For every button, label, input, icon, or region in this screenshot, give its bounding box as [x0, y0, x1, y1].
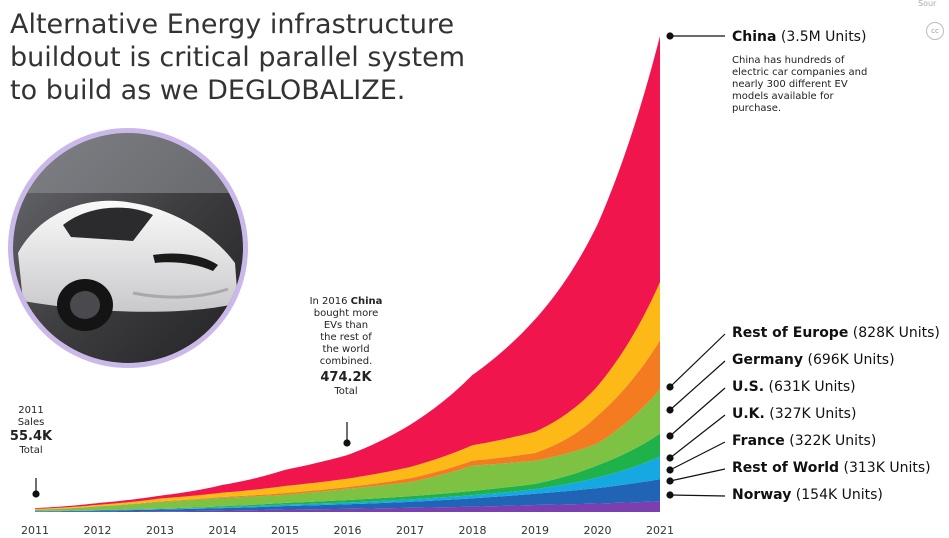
pointer-dot-rest-of-europe	[666, 383, 674, 391]
label-name: Germany	[732, 352, 804, 368]
label-name: Rest of Europe	[732, 325, 849, 341]
pointer-line-norway	[669, 494, 726, 497]
label-france: France (322K Units)	[732, 433, 877, 449]
pointer-line-uk	[669, 414, 726, 459]
annotation-2016: In 2016 China bought more EVs than the r…	[300, 296, 392, 398]
pin-dot-2016	[343, 439, 351, 447]
annotation-text: bought more	[313, 308, 379, 319]
pointer-dot-us	[666, 432, 674, 440]
label-value: 828K Units	[858, 325, 935, 341]
area-rest-of-world	[35, 479, 660, 512]
annotation-text: combined.	[319, 356, 373, 367]
annotation-2016-total: Total	[334, 386, 358, 397]
label-value: 631K Units	[774, 379, 851, 395]
title-line: to build as we DEGLOBALIZE.	[10, 75, 406, 106]
pointer-line-us	[669, 387, 726, 437]
x-tick-label: 2018	[459, 524, 487, 537]
x-tick-label: 2017	[396, 524, 424, 537]
annotation-2011: 2011 Sales 55.4K Total	[6, 405, 56, 457]
x-tick-label: 2012	[84, 524, 112, 537]
label-rest-of-world: Rest of World (313K Units)	[732, 460, 931, 476]
area-rest-of-europe	[35, 282, 660, 510]
area-china	[35, 36, 660, 509]
label-germany: Germany (696K Units)	[732, 352, 895, 368]
annotation-text: the rest of	[320, 332, 372, 343]
annotation-2011-sales: Sales	[17, 417, 45, 428]
label-value: 327K Units	[774, 406, 851, 422]
annotation-text-china: China	[350, 296, 383, 307]
label-china-value: 3.5M Units	[786, 29, 861, 45]
pointer-dot-norway	[666, 491, 674, 499]
title-line: Alternative Energy infrastructure	[10, 9, 455, 40]
label-uk: U.K. (327K Units)	[732, 406, 857, 422]
label-rest-of-europe: Rest of Europe (828K Units)	[732, 325, 940, 341]
title-line: buildout is critical parallel system	[10, 42, 465, 73]
china-note-line: electric car companies and	[732, 67, 868, 78]
label-name: France	[732, 433, 785, 449]
annotation-text: EVs than	[323, 320, 369, 331]
label-us: U.S. (631K Units)	[732, 379, 856, 395]
pointer-dot-china	[666, 32, 674, 40]
x-tick-label: 2014	[209, 524, 237, 537]
label-name: U.K.	[732, 406, 765, 422]
x-tick-label: 2011	[21, 524, 49, 537]
pointer-line-rest-of-europe	[669, 333, 726, 388]
annotation-text: In 2016	[309, 296, 351, 307]
pointer-dot-france	[666, 466, 674, 474]
chart-title: Alternative Energy infrastructure buildo…	[10, 8, 480, 107]
source-label[interactable]: Sour	[918, 0, 937, 8]
creative-commons-icon: cc	[926, 22, 944, 40]
label-name: U.S.	[732, 379, 765, 395]
x-tick-label: 2013	[146, 524, 174, 537]
label-value: 322K Units	[794, 433, 871, 449]
label-name: Norway	[732, 487, 792, 503]
label-value: 154K Units	[801, 487, 878, 503]
annotation-2011-total: Total	[19, 445, 43, 456]
x-tick-label: 2019	[521, 524, 549, 537]
label-china-name: China	[732, 29, 777, 45]
china-note-line: nearly 300 different EV	[732, 79, 848, 90]
x-tick-label: 2021	[646, 524, 674, 537]
china-note-line: China has hundreds of	[732, 55, 845, 66]
x-tick-label: 2015	[271, 524, 299, 537]
pointer-line-rest-of-world	[669, 468, 726, 482]
china-note-line: models available for	[732, 91, 834, 102]
label-name: Rest of World	[732, 460, 840, 476]
pointer-dot-germany	[666, 406, 674, 414]
pointer-line-france	[669, 441, 726, 471]
x-tick-label: 2016	[334, 524, 362, 537]
pointer-dot-uk	[666, 454, 674, 462]
china-note: China has hundreds of electric car compa…	[732, 55, 867, 115]
x-tick-label: 2020	[584, 524, 612, 537]
area-norway	[35, 501, 660, 512]
area-u-s-	[35, 389, 660, 512]
label-norway: Norway (154K Units)	[732, 487, 883, 503]
annotation-2016-value: 474.2K	[320, 370, 372, 385]
label-china: China (3.5M Units)	[732, 29, 867, 45]
label-value: 313K Units	[848, 460, 926, 476]
label-value: 696K Units	[812, 352, 890, 368]
area-u-k-	[35, 433, 660, 512]
annotation-2011-value: 55.4K	[9, 429, 53, 444]
pointer-dot-rest-of-world	[666, 477, 674, 485]
annotation-text: the world	[322, 344, 370, 355]
pointer-line-germany	[669, 360, 726, 411]
pin-dot-2011	[32, 490, 40, 498]
china-note-line: purchase.	[732, 103, 782, 114]
car-photo	[8, 128, 248, 368]
annotation-2011-year: 2011	[18, 405, 44, 416]
